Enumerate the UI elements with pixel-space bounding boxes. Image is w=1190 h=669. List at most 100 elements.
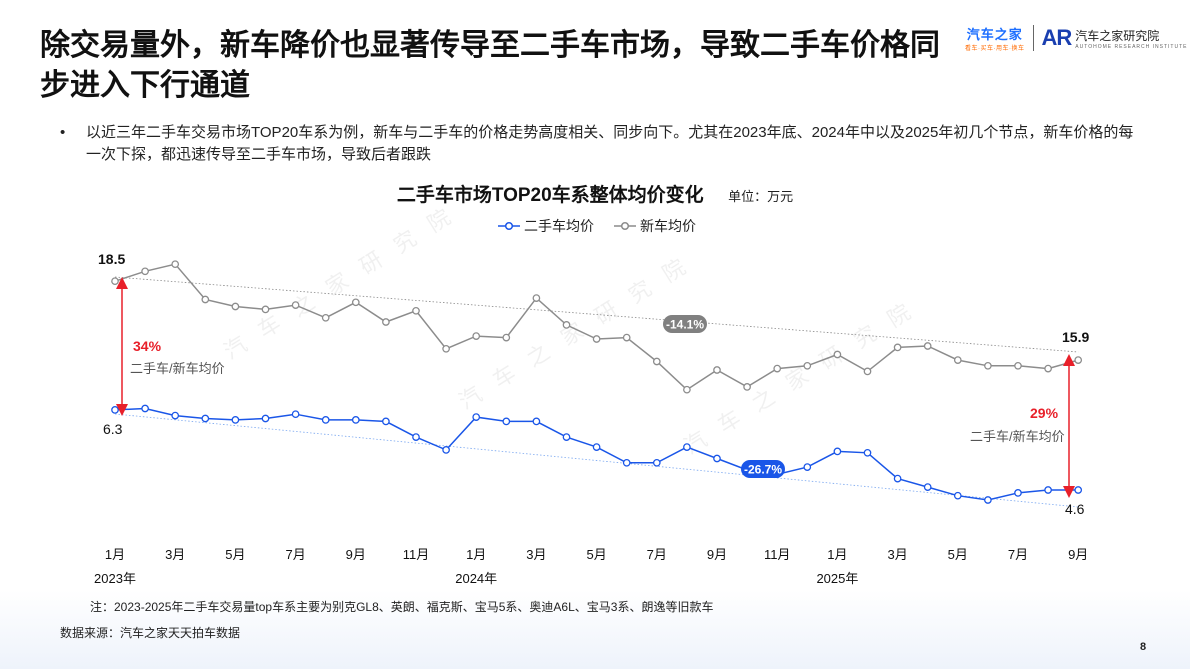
new-trend-pill: -14.1% — [663, 315, 707, 333]
data-point — [923, 483, 932, 491]
data-point — [683, 385, 691, 394]
data-point — [652, 357, 661, 366]
data-point — [803, 463, 812, 471]
x-tick-label: 5月 — [225, 547, 245, 562]
data-point — [141, 404, 149, 413]
new-car-series — [111, 260, 1083, 394]
logo-divider — [1032, 25, 1034, 51]
data-point — [472, 413, 481, 421]
pill-background — [741, 460, 785, 478]
data-point — [923, 342, 932, 350]
x-tick-label: 5月 — [586, 547, 606, 562]
year-label: 2024年 — [455, 571, 497, 586]
data-point — [953, 491, 962, 500]
x-tick-label: 1月 — [827, 547, 847, 562]
used-price-trend-line — [114, 413, 1079, 508]
data-point — [863, 367, 872, 376]
x-tick-label: 11月 — [764, 547, 791, 562]
chart-legend: 二手车均价 新车均价 — [498, 218, 696, 234]
series-layer — [111, 260, 1083, 504]
data-point — [773, 364, 782, 373]
data-point — [382, 417, 390, 426]
data-point — [412, 433, 420, 441]
data-point — [502, 333, 511, 342]
data-point — [562, 433, 571, 441]
data-point — [1044, 486, 1052, 494]
end-used-price-label: 4.6 — [1065, 501, 1085, 517]
data-point — [231, 302, 240, 311]
data-point — [863, 448, 872, 457]
x-tick-label: 3月 — [887, 547, 907, 562]
data-point — [472, 332, 481, 340]
legend-marker — [504, 221, 514, 231]
year-label: 2025年 — [816, 571, 858, 586]
data-point — [351, 416, 360, 424]
data-point — [532, 294, 541, 302]
data-point — [201, 414, 210, 423]
bullet-dot: • — [60, 124, 66, 141]
used-car-series — [111, 404, 1083, 504]
page-number: 8 — [1140, 641, 1147, 653]
data-point — [382, 318, 390, 326]
end-ratio-value: 29% — [1030, 405, 1059, 421]
legend-marker — [620, 221, 630, 231]
data-point — [1074, 486, 1083, 494]
data-point — [442, 446, 450, 454]
data-point — [1014, 489, 1022, 497]
bottom-band — [0, 590, 1190, 669]
data-point — [713, 454, 721, 463]
end-new-price-label: 15.9 — [1062, 329, 1089, 345]
legend-label: 二手车均价 — [524, 218, 594, 234]
page-title: 除交易量外，新车降价也显著传导至二手车市场，导致二手车价格同步进入下行通道 — [40, 29, 940, 102]
data-point — [984, 496, 992, 504]
brand-tagline: 看车·买车·用车·换车 — [965, 46, 1025, 52]
data-point — [833, 350, 842, 359]
used-trend-pill: -26.7% — [741, 460, 785, 478]
data-point — [984, 361, 992, 370]
start-ratio-value: 34% — [133, 338, 162, 354]
data-point — [592, 443, 601, 451]
data-point — [171, 260, 180, 269]
institute-name: 汽车之家研究院 — [1075, 28, 1160, 43]
data-point — [622, 333, 631, 342]
institute-en-name: AUTOHOME RESEARCH INSTITUTE — [1075, 43, 1188, 50]
data-point — [351, 298, 360, 307]
start-used-price-label: 6.3 — [103, 421, 123, 437]
data-point — [141, 267, 149, 276]
legend-item: 二手车均价 — [498, 218, 594, 234]
ar-logo-mark: AR — [1041, 25, 1073, 50]
year-label: 2023年 — [94, 571, 136, 586]
x-tick-label: 9月 — [707, 547, 727, 562]
trend-lines — [114, 276, 1079, 508]
x-tick-label: 3月 — [526, 547, 546, 562]
footnote: 注：2023-2025年二手车交易量top车系主要为别克GL8、英朗、福克斯、宝… — [90, 600, 714, 614]
data-source: 数据来源：汽车之家天天拍车数据 — [60, 626, 241, 640]
data-point — [833, 447, 842, 456]
x-tick-label: 1月 — [466, 547, 486, 562]
data-point — [291, 410, 300, 419]
x-tick-label: 9月 — [346, 547, 366, 562]
data-point — [683, 443, 691, 451]
data-point — [261, 305, 270, 314]
data-point — [713, 366, 721, 374]
x-tick-label: 3月 — [165, 547, 185, 562]
data-point — [652, 458, 661, 467]
data-point — [803, 361, 812, 370]
watermark-text: 汽车之家研究院 — [680, 291, 931, 461]
end-ratio-label: 二手车/新车均价 — [970, 429, 1065, 444]
data-point — [412, 306, 420, 315]
new-price-trend-line — [114, 276, 1079, 353]
data-point — [321, 416, 330, 424]
data-point — [231, 416, 240, 424]
data-point — [261, 414, 270, 423]
data-point — [321, 313, 330, 322]
x-tick-label: 1月 — [105, 547, 125, 562]
watermark-text: 汽车之家研究院 — [220, 196, 471, 366]
data-point — [532, 417, 541, 426]
annotation-layer: 18.5 6.3 15.9 4.6 34% 二手车/新车均价 29% 二手车/新车均价 -14.… — [98, 251, 1089, 517]
data-point — [171, 411, 180, 420]
x-axis: 1月 3月 5月 7月 9月 11月 1月 3月 5月 7月 9月 11月 1月 3月 5月 7月 9月 2023… — [94, 547, 1088, 586]
x-tick-label: 7月 — [647, 547, 667, 562]
autohome-logo: 汽车之家 看车·买车·用车·换车 — [965, 24, 1025, 52]
data-point — [1074, 356, 1083, 364]
